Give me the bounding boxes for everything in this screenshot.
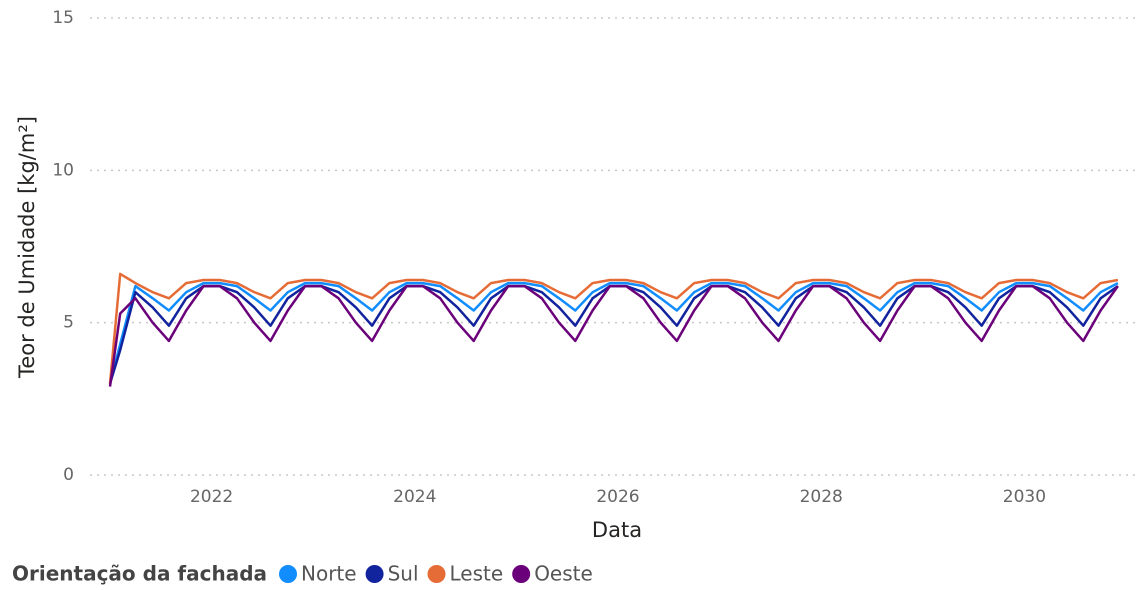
x-tick-label: 2024 (393, 487, 436, 507)
y-tick-label: 15 (52, 8, 74, 28)
x-axis-title: Data (592, 518, 642, 542)
legend-label[interactable]: Sul (388, 562, 419, 586)
x-tick-label: 2028 (800, 487, 843, 507)
x-tick-label: 2022 (190, 487, 233, 507)
y-tick-label: 10 (52, 160, 74, 180)
legend-label[interactable]: Leste (450, 562, 504, 586)
series-line (108, 281, 1119, 384)
x-tick-label: 2026 (596, 487, 639, 507)
legend-marker[interactable] (427, 565, 446, 583)
series-line (108, 272, 1119, 384)
legend-marker[interactable] (365, 565, 384, 583)
y-tick-label: 5 (63, 313, 74, 333)
y-axis-title: Teor de Umidade [kg/m²] (15, 116, 39, 379)
legend-label[interactable]: Norte (301, 562, 357, 586)
x-tick-label: 2030 (1003, 487, 1046, 507)
legend-marker[interactable] (512, 565, 531, 583)
series-line (108, 284, 1119, 387)
legend-marker[interactable] (279, 565, 297, 583)
legend-title: Orientação da fachada (12, 562, 267, 586)
y-tick-label: 0 (63, 465, 74, 485)
legend-label[interactable]: Oeste (534, 562, 593, 586)
